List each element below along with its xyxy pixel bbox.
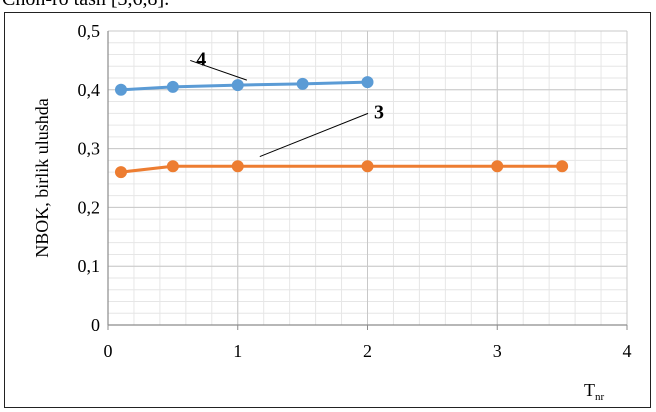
series-line-4 bbox=[120, 80, 368, 92]
x-tick-label: 2 bbox=[363, 341, 372, 361]
series-labels: 43 bbox=[190, 48, 384, 158]
caption-text: Chon-ro tash [3,6,8]. bbox=[2, 0, 382, 12]
x-tick-label: 0 bbox=[104, 341, 113, 361]
y-tick-label: 0,5 bbox=[78, 21, 101, 41]
series-point-4 bbox=[114, 83, 127, 96]
series-line-3 bbox=[120, 164, 563, 174]
x-tick-label: 3 bbox=[493, 341, 502, 361]
chart-frame bbox=[4, 12, 651, 408]
series-point-3 bbox=[114, 166, 127, 179]
series-point-3 bbox=[556, 160, 569, 173]
leader-line-4 bbox=[190, 59, 247, 81]
x-axis-label: Tnr bbox=[584, 380, 605, 403]
series-point-4 bbox=[231, 79, 244, 92]
series-layer bbox=[114, 76, 569, 179]
series-point-3 bbox=[491, 160, 504, 173]
series-point-3 bbox=[231, 160, 244, 173]
series-label-4: 4 bbox=[196, 48, 206, 70]
series-point-4 bbox=[296, 77, 309, 90]
y-tick-label: 0,2 bbox=[78, 197, 101, 217]
x-axis-label-sub: nr bbox=[595, 391, 605, 403]
series-label-3: 3 bbox=[374, 101, 384, 123]
axes bbox=[107, 31, 628, 330]
y-tick-label: 0,3 bbox=[78, 139, 101, 159]
x-axis-label-main: T bbox=[584, 380, 595, 400]
series-point-3 bbox=[166, 160, 179, 173]
y-tick-label: 0,1 bbox=[78, 256, 101, 276]
leader-line-3 bbox=[259, 112, 369, 158]
tick-labels: 0 1 2 3 4 0 0,1 0,2 0,3 0,4 0,5 bbox=[78, 21, 632, 361]
x-tick-label: 4 bbox=[623, 341, 632, 361]
x-tick-label: 1 bbox=[233, 341, 242, 361]
y-axis-label: NBOK, birlik ulushda bbox=[32, 98, 52, 258]
series-point-4 bbox=[166, 80, 179, 93]
y-tick-label: 0,4 bbox=[78, 80, 101, 100]
series-point-3 bbox=[361, 160, 374, 173]
y-tick-label: 0 bbox=[91, 315, 100, 335]
series-point-4 bbox=[361, 76, 374, 89]
